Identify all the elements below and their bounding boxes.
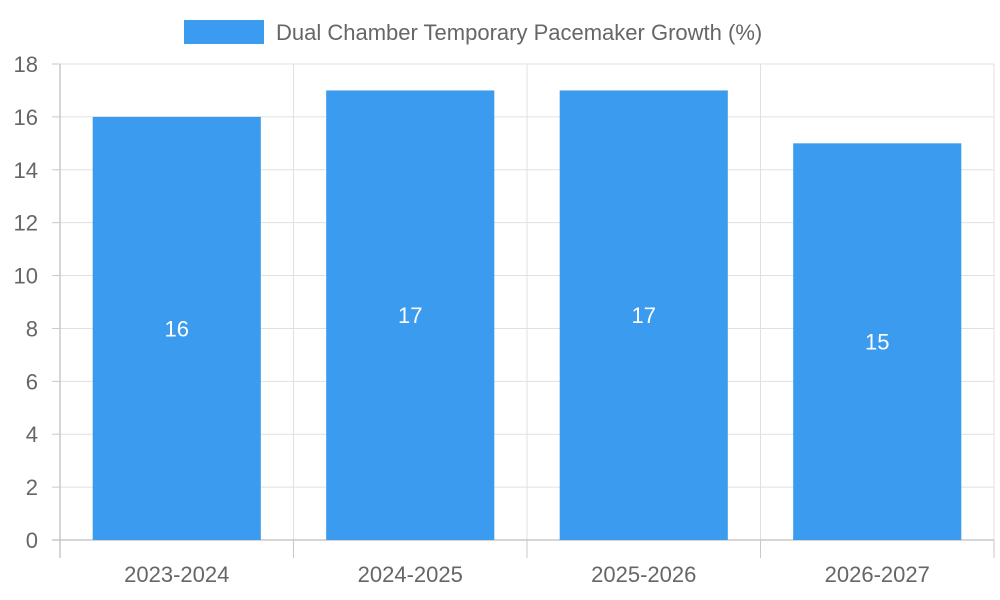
bar-2023-2024[interactable] [92, 116, 261, 540]
y-tick-label: 16 [14, 105, 38, 130]
x-tick-label: 2026-2027 [825, 562, 930, 587]
legend-label: Dual Chamber Temporary Pacemaker Growth … [276, 20, 762, 45]
y-tick-label: 12 [14, 211, 38, 236]
y-tick-label: 8 [26, 316, 38, 341]
bar-2025-2026[interactable] [559, 90, 728, 540]
y-tick-label: 6 [26, 369, 38, 394]
bar-2024-2025[interactable] [326, 90, 495, 540]
bars [92, 90, 962, 541]
bar-value-label: 16 [165, 316, 189, 341]
bar-value-label: 17 [632, 303, 656, 328]
y-axis-ticks: 0 2 4 6 8 10 12 14 16 18 [14, 52, 60, 553]
y-tick-label: 2 [26, 475, 38, 500]
x-tick-label: 2024-2025 [358, 562, 463, 587]
y-tick-label: 18 [14, 52, 38, 77]
x-axis-ticks: 2023-2024 2024-2025 2025-2026 2026-2027 [59, 540, 995, 587]
y-tick-label: 14 [14, 158, 38, 183]
legend-swatch [184, 20, 264, 44]
x-tick-label: 2025-2026 [591, 562, 696, 587]
bar-2026-2027[interactable] [793, 143, 962, 541]
y-tick-label: 4 [26, 422, 38, 447]
x-tick-label: 2023-2024 [124, 562, 229, 587]
bar-value-label: 17 [398, 303, 422, 328]
legend[interactable]: Dual Chamber Temporary Pacemaker Growth … [184, 20, 762, 45]
y-tick-label: 10 [14, 264, 38, 289]
bar-labels: 16 17 17 15 [165, 303, 890, 354]
y-tick-label: 0 [26, 528, 38, 553]
bar-value-label: 15 [865, 330, 889, 355]
